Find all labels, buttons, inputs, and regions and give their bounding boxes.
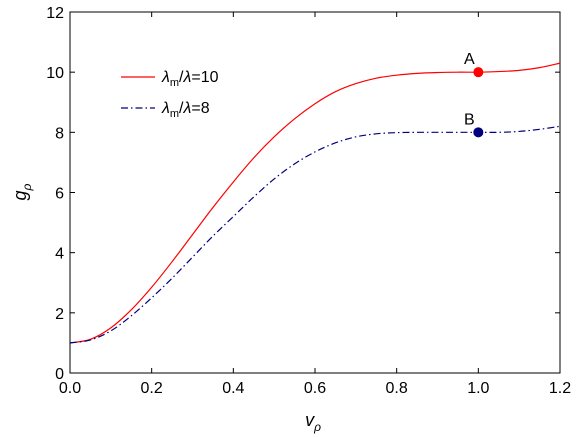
point-label-a: A — [464, 51, 475, 68]
x-tick-label: 1.2 — [549, 380, 571, 397]
y-tick-label: 12 — [46, 5, 64, 22]
y-tick-label: 0 — [55, 366, 64, 383]
x-tick-label: 0.8 — [386, 380, 408, 397]
x-tick-label: 0.0 — [59, 380, 81, 397]
y-tick-label: 6 — [55, 186, 64, 203]
y-tick-label: 4 — [55, 246, 64, 263]
y-tick-label: 2 — [55, 306, 64, 323]
y-tick-label: 10 — [46, 65, 64, 82]
x-tick-label: 0.4 — [222, 380, 244, 397]
legend-label-series-1: λm/λ=10 — [161, 69, 219, 89]
y-axis-label: gρ — [10, 183, 34, 200]
point-marker-a — [473, 67, 484, 78]
legend: λm/λ=10 λm/λ=8 — [121, 69, 219, 120]
x-tick-label: 1.0 — [467, 380, 489, 397]
series-line-1 — [69, 62, 561, 344]
series-line-2 — [69, 125, 561, 344]
legend-label-series-2: λm/λ=8 — [161, 100, 210, 120]
x-tick-label: 0.2 — [141, 380, 163, 397]
point-markers: AB — [464, 51, 484, 138]
y-tick-label: 8 — [55, 125, 64, 142]
x-tick-label: 0.6 — [304, 380, 326, 397]
point-marker-b — [473, 127, 484, 138]
axis-ticks: 0.0 0.2 0.4 0.6 0.8 1.0 1.2 0 2 4 6 8 10 12 — [46, 5, 571, 397]
point-label-b: B — [464, 111, 475, 128]
series-lines — [69, 62, 561, 344]
x-axis-label: vρ — [305, 410, 321, 434]
plot-frame — [69, 11, 561, 374]
